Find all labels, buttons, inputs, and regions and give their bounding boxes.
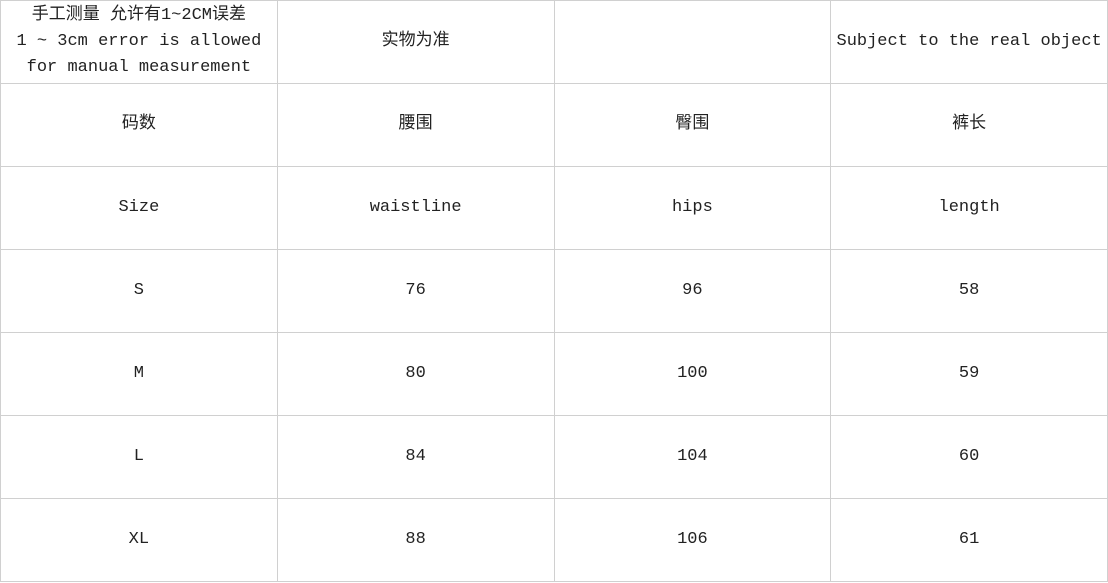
table-row: L 84 104 60 bbox=[0, 415, 1108, 499]
table-cell: 60 bbox=[830, 415, 1108, 499]
table-cell: 88 bbox=[276, 498, 555, 582]
cell-line: for manual measurement bbox=[26, 58, 252, 77]
table-cell: 手工测量 允许有1~2CM误差 1 ~ 3cm error is allowed f… bbox=[0, 0, 278, 84]
table-cell: 96 bbox=[553, 249, 832, 333]
table-cell: 61 bbox=[830, 498, 1108, 582]
table-cell: Size bbox=[0, 166, 278, 250]
table-cell: 码数 bbox=[0, 83, 278, 167]
table-cell: M bbox=[0, 332, 278, 416]
table-row: M 80 100 59 bbox=[0, 332, 1108, 416]
table-cell: 腰围 bbox=[276, 83, 555, 167]
table-cell: XL bbox=[0, 498, 278, 582]
table-cell: L bbox=[0, 415, 278, 499]
table-cell: waistline bbox=[276, 166, 555, 250]
table-cell: 104 bbox=[553, 415, 832, 499]
table-cell: 76 bbox=[276, 249, 555, 333]
table-cell bbox=[553, 0, 832, 84]
table-cell: 80 bbox=[276, 332, 555, 416]
table-cell: 59 bbox=[830, 332, 1108, 416]
table-cell: hips bbox=[553, 166, 832, 250]
cell-line: 1 ~ 3cm error is allowed bbox=[16, 32, 262, 51]
table-cell: 臀围 bbox=[553, 83, 832, 167]
table-row: 手工测量 允许有1~2CM误差 1 ~ 3cm error is allowed f… bbox=[0, 0, 1108, 84]
table-cell: 实物为准 bbox=[276, 0, 555, 84]
table-cell: 106 bbox=[553, 498, 832, 582]
table-cell: S bbox=[0, 249, 278, 333]
table-cell: 58 bbox=[830, 249, 1108, 333]
cell-line: 手工测量 允许有1~2CM误差 bbox=[31, 6, 246, 25]
table-cell: 100 bbox=[553, 332, 832, 416]
table-row: S 76 96 58 bbox=[0, 249, 1108, 333]
table-cell: length bbox=[830, 166, 1108, 250]
table-row: XL 88 106 61 bbox=[0, 498, 1108, 582]
table-row: 码数 腰围 臀围 裤长 bbox=[0, 83, 1108, 167]
table-cell: Subject to the real object bbox=[830, 0, 1108, 84]
table-cell: 84 bbox=[276, 415, 555, 499]
table-cell: 裤长 bbox=[830, 83, 1108, 167]
table-row: Size waistline hips length bbox=[0, 166, 1108, 250]
